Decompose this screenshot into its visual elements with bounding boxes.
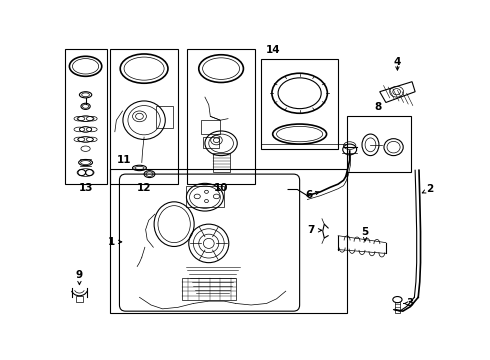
Bar	[110, 49, 178, 184]
Bar	[347, 116, 411, 172]
Bar	[201, 120, 220, 134]
Text: 2: 2	[422, 184, 433, 194]
Bar	[214, 153, 230, 172]
Text: 7: 7	[308, 225, 321, 235]
Text: 10: 10	[214, 183, 228, 193]
Text: 5: 5	[362, 227, 368, 241]
Text: 1: 1	[108, 237, 122, 247]
Text: 14: 14	[266, 45, 280, 55]
Bar	[203, 137, 219, 148]
FancyBboxPatch shape	[120, 174, 300, 311]
Bar	[156, 106, 173, 128]
Text: 9: 9	[76, 270, 83, 285]
Bar	[110, 169, 346, 313]
Bar	[186, 186, 224, 207]
Bar	[65, 49, 107, 184]
Bar	[187, 49, 255, 184]
Bar	[261, 59, 338, 149]
Text: 12: 12	[137, 183, 151, 193]
Text: 13: 13	[78, 183, 93, 193]
Text: 11: 11	[117, 155, 131, 165]
Text: 3: 3	[404, 298, 414, 309]
Bar	[75, 296, 83, 302]
Text: 8: 8	[374, 103, 382, 112]
Bar	[182, 278, 236, 300]
Text: 6: 6	[305, 190, 319, 200]
Bar	[395, 302, 400, 313]
Text: 4: 4	[394, 57, 401, 67]
Polygon shape	[380, 82, 415, 103]
